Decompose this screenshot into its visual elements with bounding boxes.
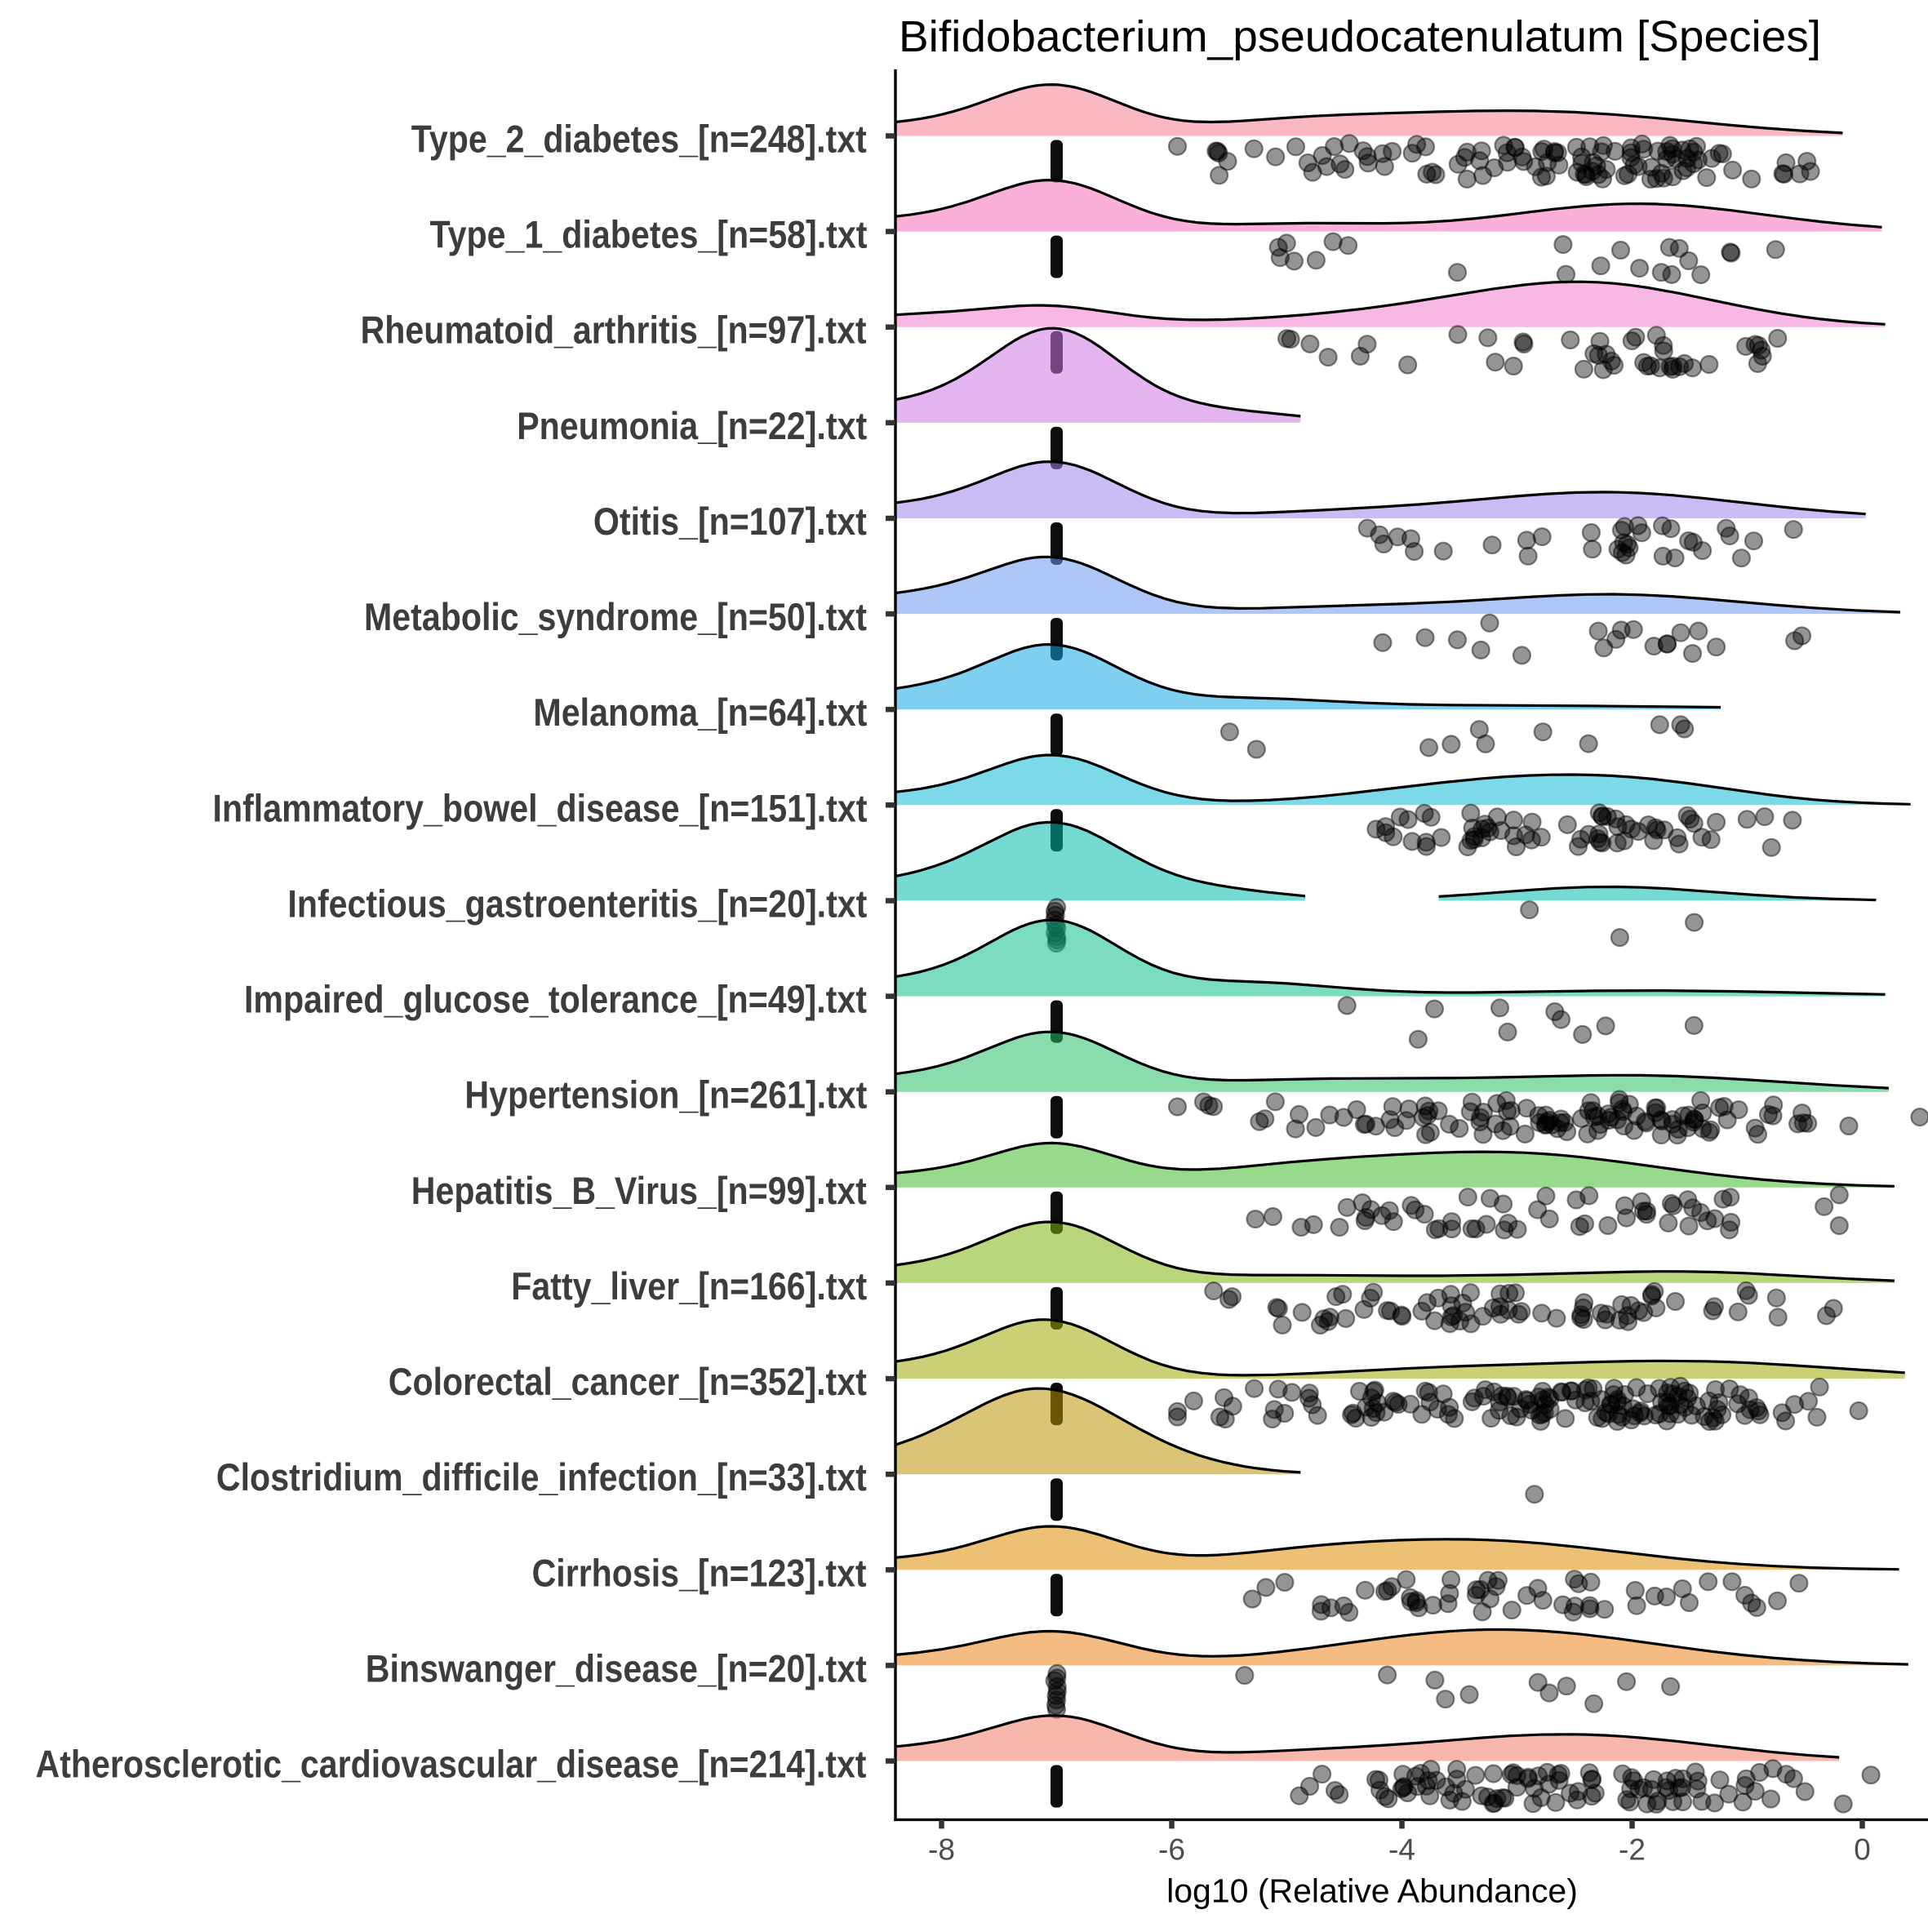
svg-text:Otitis_[n=107].txt: Otitis_[n=107].txt [593,500,867,543]
svg-text:-2: -2 [1619,1833,1646,1867]
svg-text:Type_1_diabetes_[n=58].txt: Type_1_diabetes_[n=58].txt [430,213,868,256]
svg-text:Type_2_diabetes_[n=248].txt: Type_2_diabetes_[n=248].txt [411,118,867,161]
svg-text:Atherosclerotic_cardiovascular: Atherosclerotic_cardiovascular_disease_[… [36,1743,867,1786]
svg-text:Infectious_gastroenteritis_[n=: Infectious_gastroenteritis_[n=20].txt [287,882,867,926]
svg-text:Melanoma_[n=64].txt: Melanoma_[n=64].txt [533,691,867,734]
svg-text:Inflammatory_bowel_disease_[n=: Inflammatory_bowel_disease_[n=151].txt [213,786,868,829]
svg-text:0: 0 [1854,1833,1871,1867]
svg-text:Cirrhosis_[n=123].txt: Cirrhosis_[n=123].txt [532,1551,867,1594]
svg-text:Metabolic_syndrome_[n=50].txt: Metabolic_syndrome_[n=50].txt [364,595,867,638]
svg-text:-8: -8 [928,1833,955,1867]
svg-text:-6: -6 [1158,1833,1185,1867]
svg-text:Rheumatoid_arthritis_[n=97].tx: Rheumatoid_arthritis_[n=97].txt [361,309,867,352]
svg-text:Hypertension_[n=261].txt: Hypertension_[n=261].txt [464,1073,867,1117]
svg-text:Hepatitis_B_Virus_[n=99].txt: Hepatitis_B_Virus_[n=99].txt [411,1169,867,1212]
svg-text:-4: -4 [1388,1833,1415,1867]
svg-text:Colorectal_cancer_[n=352].txt: Colorectal_cancer_[n=352].txt [389,1360,867,1403]
svg-text:Clostridium_difficile_infectio: Clostridium_difficile_infection_[n=33].t… [216,1455,867,1499]
svg-text:Pneumonia_[n=22].txt: Pneumonia_[n=22].txt [517,404,867,447]
svg-text:Bifidobacterium_pseudocatenula: Bifidobacterium_pseudocatenulatum [Speci… [899,12,1821,61]
svg-text:log10 (Relative Abundance): log10 (Relative Abundance) [1166,1872,1578,1910]
svg-text:Impaired_glucose_tolerance_[n=: Impaired_glucose_tolerance_[n=49].txt [244,978,867,1021]
svg-text:Binswanger_disease_[n=20].txt: Binswanger_disease_[n=20].txt [366,1646,867,1690]
svg-text:Fatty_liver_[n=166].txt: Fatty_liver_[n=166].txt [511,1264,867,1308]
